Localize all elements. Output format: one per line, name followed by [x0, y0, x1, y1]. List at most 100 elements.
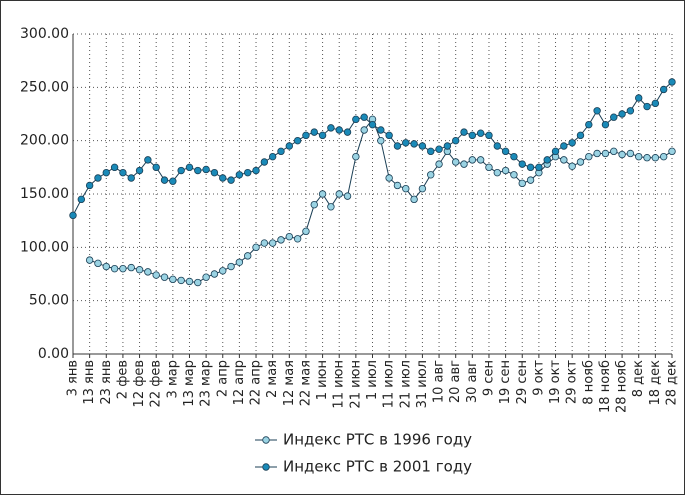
data-point: [451, 158, 460, 166]
data-point: [468, 131, 477, 140]
data-point: [135, 166, 144, 175]
x-tick-label: 13 янв: [82, 360, 97, 405]
data-point: [219, 267, 227, 275]
data-point: [210, 270, 219, 278]
data-point: [601, 120, 610, 129]
y-tick-label: 150.00: [20, 186, 69, 202]
data-point: [560, 142, 568, 150]
data-point: [277, 236, 285, 244]
data-point: [310, 200, 318, 209]
data-point: [77, 195, 86, 204]
y-tick-label: 250.00: [20, 79, 69, 95]
x-tick-label: 2 мая: [265, 360, 280, 398]
data-point: [194, 278, 202, 287]
data-point: [268, 152, 277, 161]
data-point: [468, 156, 477, 164]
data-point: [493, 142, 501, 150]
x-tick-label: 29 окт: [565, 360, 580, 404]
y-tick-label: 200.00: [20, 133, 69, 149]
data-point: [335, 126, 343, 134]
x-tick-label: 10 авг: [432, 360, 447, 403]
data-point: [235, 258, 244, 266]
legend-label: Индекс РТС в 2001 году: [283, 458, 472, 476]
data-point: [402, 139, 410, 147]
data-point: [410, 195, 418, 204]
data-point: [501, 166, 510, 175]
data-point: [393, 181, 402, 190]
data-point: [293, 136, 302, 145]
x-tick-label: 22 мая: [298, 360, 313, 406]
data-point: [593, 107, 601, 115]
x-tick-label: 21 июн: [348, 360, 363, 409]
data-point: [160, 273, 169, 281]
data-point: [177, 166, 185, 175]
data-point: [260, 158, 269, 166]
x-tick-label: 2 фев: [115, 360, 130, 399]
data-point: [94, 174, 102, 182]
data-point: [352, 152, 360, 161]
data-point: [668, 78, 676, 86]
data-point: [285, 142, 294, 150]
data-point: [343, 192, 352, 200]
data-point: [510, 152, 518, 161]
data-point: [244, 168, 252, 177]
data-point: [460, 160, 468, 168]
data-point: [227, 176, 235, 184]
x-tick-label: 12 фев: [132, 360, 147, 407]
data-point: [643, 154, 651, 162]
data-point: [510, 171, 518, 179]
x-tick-label: 3 мар: [165, 360, 180, 398]
data-point: [327, 203, 335, 211]
data-point: [610, 147, 618, 156]
data-point: [635, 94, 643, 102]
data-point: [435, 160, 443, 168]
data-point: [518, 160, 526, 168]
data-point: [418, 142, 427, 150]
data-point: [493, 168, 501, 177]
data-point: [102, 168, 110, 177]
data-point: [576, 158, 585, 166]
data-point: [235, 171, 244, 179]
data-point: [543, 156, 551, 164]
x-tick-label: 13 мар: [182, 360, 197, 407]
data-point: [185, 277, 194, 286]
x-tick-label: 11 июл: [382, 360, 397, 408]
data-point: [593, 149, 601, 158]
data-point: [560, 156, 568, 164]
data-point: [418, 184, 427, 193]
data-point: [252, 243, 260, 252]
x-tick-label: 22 апр: [249, 360, 264, 405]
data-point: [110, 163, 119, 172]
x-tick-label: 31 июл: [415, 360, 430, 408]
data-point: [310, 128, 318, 136]
data-point: [102, 262, 110, 271]
data-point: [268, 239, 277, 247]
data-point: [293, 235, 302, 243]
data-point: [277, 147, 285, 156]
data-point: [501, 147, 510, 156]
data-point: [476, 156, 485, 164]
data-point: [152, 271, 160, 279]
data-point: [327, 124, 335, 132]
data-point: [210, 168, 219, 177]
data-point: [585, 152, 593, 161]
data-point: [244, 252, 252, 260]
data-point: [427, 171, 435, 179]
x-tick-label: 28 дек: [665, 360, 680, 406]
x-tick-label: 18 нояб: [598, 360, 613, 413]
data-point: [110, 264, 119, 273]
data-point: [460, 128, 468, 136]
data-point: [135, 266, 144, 274]
data-point: [169, 275, 177, 284]
data-point: [485, 131, 493, 140]
x-tick-label: 23 янв: [99, 360, 114, 405]
data-point: [302, 131, 310, 140]
data-point: [451, 136, 460, 145]
data-point: [160, 176, 169, 184]
data-point: [551, 147, 560, 156]
x-tick-label: 8 нояб: [581, 360, 596, 405]
x-tick-label: 9 сен: [481, 360, 496, 396]
data-point: [410, 140, 418, 148]
